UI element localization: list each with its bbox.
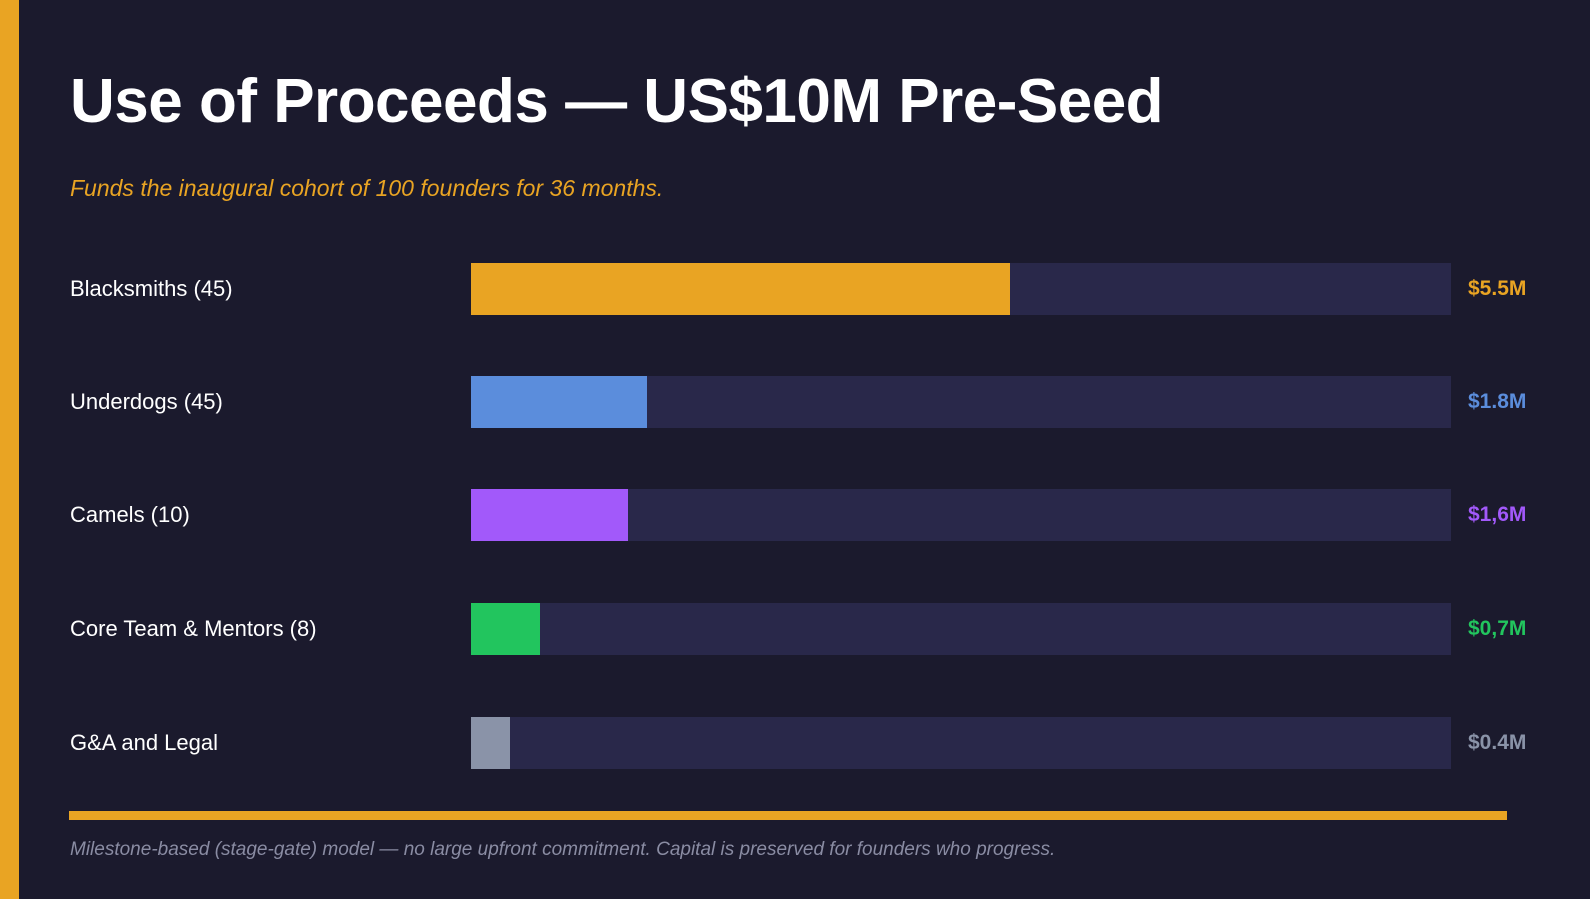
bar bbox=[471, 717, 511, 769]
data-label: $0,7M bbox=[1468, 617, 1527, 640]
bar-label: G&A and Legal bbox=[70, 730, 219, 755]
bar-track bbox=[471, 376, 1451, 428]
footnote: Milestone-based (stage-gate) model — no … bbox=[70, 839, 1056, 860]
bar bbox=[471, 489, 628, 541]
bar-label: Underdogs (45) bbox=[70, 389, 223, 414]
bar-track bbox=[471, 603, 1451, 655]
data-label: $5.5M bbox=[1468, 277, 1527, 300]
bar-row: Core Team & Mentors (8) $0,7M bbox=[0, 603, 1590, 655]
bar bbox=[471, 376, 648, 428]
data-label: $1.8M bbox=[1468, 390, 1527, 413]
bar-label: Blacksmiths (45) bbox=[70, 276, 233, 301]
bar bbox=[471, 263, 1010, 315]
divider bbox=[69, 811, 1507, 820]
bar-row: Underdogs (45) $1.8M bbox=[0, 376, 1590, 428]
bar-label: Camels (10) bbox=[70, 502, 190, 527]
bar-label: Core Team & Mentors (8) bbox=[70, 616, 317, 641]
bar-row: Camels (10) $1,6M bbox=[0, 489, 1590, 541]
data-label: $0.4M bbox=[1468, 731, 1527, 754]
page-title: Use of Proceeds — US$10M Pre-Seed bbox=[70, 67, 1164, 136]
data-label: $1,6M bbox=[1468, 503, 1527, 526]
bar bbox=[471, 603, 540, 655]
bar-track bbox=[471, 263, 1451, 315]
accent-stripe bbox=[0, 0, 19, 899]
bar-track bbox=[471, 489, 1451, 541]
subtitle: Funds the inaugural cohort of 100 founde… bbox=[70, 175, 664, 201]
bar-track bbox=[471, 717, 1451, 769]
bar-row: G&A and Legal $0.4M bbox=[0, 717, 1590, 769]
bar-row: Blacksmiths (45) $5.5M bbox=[0, 263, 1590, 315]
